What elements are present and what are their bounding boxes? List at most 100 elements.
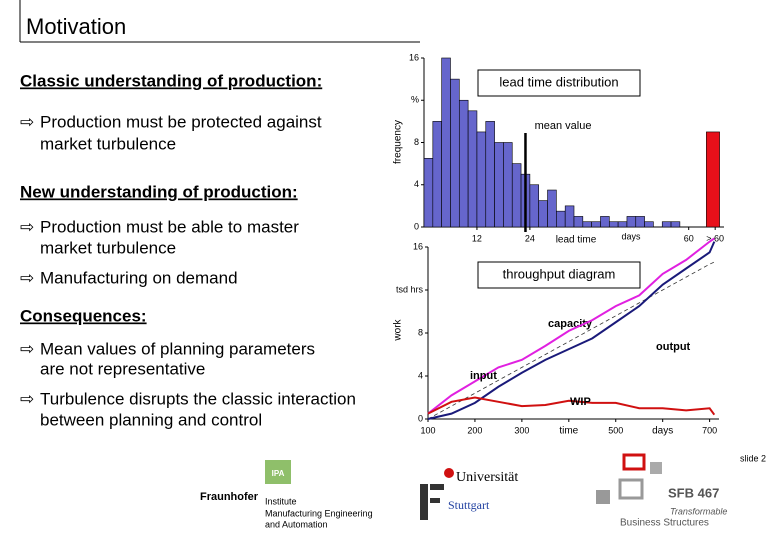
- y-tick-label: 16: [409, 52, 419, 62]
- histogram-bar: [547, 189, 557, 228]
- histogram-bar: [467, 110, 478, 228]
- bullet-text: between planning and control: [40, 410, 262, 429]
- slide-number: slide 2: [740, 453, 766, 463]
- histogram-bar: [608, 221, 619, 228]
- histogram-bar: [573, 216, 584, 228]
- sfb-logo: [622, 453, 646, 471]
- university: Universität: [456, 470, 518, 485]
- histogram-bar: [423, 158, 434, 228]
- bullet-arrow: ⇨: [20, 389, 34, 408]
- x-tick-label: time: [559, 426, 578, 437]
- bullet-arrow: ⇨: [20, 112, 34, 131]
- histogram-bar: [458, 99, 469, 228]
- y-tick-label: %: [411, 95, 419, 105]
- x-tick-label: 24: [525, 233, 535, 243]
- y-tick-label: 4: [414, 179, 419, 189]
- y-axis-label: frequency: [393, 120, 404, 164]
- series-line: [427, 396, 716, 416]
- bullet-text: Mean values of planning parameters: [40, 339, 315, 358]
- section-heading: Classic understanding of production:: [20, 71, 322, 90]
- fraunhofer: Fraunhofer: [200, 491, 259, 503]
- bullet-text: market turbulence: [40, 238, 176, 257]
- y-tick-label: 0: [418, 413, 423, 423]
- y-tick-label: 4: [418, 370, 423, 380]
- x-tick-label: 100: [420, 425, 435, 435]
- institute-line: and Automation: [265, 519, 328, 529]
- histogram-bar: [503, 142, 513, 228]
- overflow-bar: [706, 131, 720, 228]
- series-label: input: [470, 370, 497, 382]
- y-tick-label: 8: [418, 327, 423, 337]
- chart-title: throughput diagram: [503, 266, 616, 281]
- x-tick-label: 300: [514, 425, 529, 435]
- histogram-bar: [670, 221, 681, 228]
- chart-title-box: [477, 69, 641, 97]
- y-axis-label: work: [393, 318, 404, 341]
- series-line: [427, 241, 716, 420]
- uni-dot: [444, 468, 454, 478]
- bullet-text: Turbulence disrupts the classic interact…: [40, 389, 356, 408]
- ipa-logo: [265, 460, 291, 484]
- x-tick-label: 200: [467, 425, 482, 435]
- histogram-bar: [485, 121, 495, 228]
- mean-label: mean value: [535, 120, 592, 132]
- institute-line: Institute: [265, 496, 297, 506]
- bullet-arrow: ⇨: [20, 217, 34, 236]
- histogram-bar: [644, 221, 654, 228]
- y-tick-label: tsd hrs: [396, 284, 424, 294]
- iff-logo: [430, 498, 440, 503]
- chart-title-box: [477, 261, 641, 289]
- histogram-bar: [600, 216, 610, 228]
- x-tick-label: days: [652, 426, 673, 437]
- institute-line: Manufacturing Engineering: [265, 508, 373, 518]
- histogram-bar: [476, 131, 487, 228]
- series-label: output: [656, 341, 691, 353]
- histogram-bar: [538, 200, 548, 228]
- histogram-bar: [661, 221, 672, 228]
- section-heading: New understanding of production:: [20, 182, 298, 201]
- iff-logo: [420, 484, 428, 520]
- series-line: [427, 237, 715, 415]
- chart-title: lead time distribution: [499, 74, 618, 89]
- x-tick-label: 500: [608, 425, 623, 435]
- series-line: [427, 261, 715, 420]
- city: Stuttgart: [448, 498, 490, 512]
- x-tick-label: 60: [684, 233, 694, 243]
- bullet-text: Production must be able to master: [40, 217, 299, 236]
- section-heading: Consequences:: [20, 306, 147, 325]
- x-axis-label: lead time: [556, 235, 597, 246]
- histogram-bar: [432, 121, 442, 228]
- sfb-sub: Transformable: [670, 506, 727, 516]
- histogram-bar: [441, 57, 451, 228]
- histogram-bar: [511, 163, 522, 228]
- x-tick-label: 12: [472, 233, 482, 243]
- histogram-bar: [450, 78, 460, 228]
- bullet-arrow: ⇨: [20, 268, 34, 287]
- sfb-sub: Business Structures: [620, 518, 709, 529]
- y-tick-label: 0: [414, 221, 419, 231]
- series-label: capacity: [548, 318, 593, 330]
- histogram-bar: [617, 221, 628, 228]
- x-axis-unit: days: [621, 231, 641, 241]
- sfb-logo: [618, 478, 644, 500]
- x-tick-label: > 60: [706, 233, 724, 243]
- sfb: SFB 467: [668, 485, 719, 500]
- ipa-text: IPA: [272, 469, 285, 478]
- sfb-logo: [596, 490, 610, 504]
- histogram-bar: [626, 216, 637, 228]
- bullet-arrow: ⇨: [20, 339, 34, 358]
- x-tick-label: 700: [702, 425, 717, 435]
- histogram-bar: [556, 210, 566, 228]
- histogram-bar: [582, 221, 592, 228]
- sfb-logo: [650, 462, 662, 474]
- series-label: WIP: [570, 396, 591, 408]
- bullet-text: are not representative: [40, 359, 205, 378]
- histogram-bar: [494, 142, 504, 228]
- bullet-text: Production must be protected against: [40, 112, 322, 131]
- iff-logo: [430, 484, 444, 490]
- bullet-text: Manufacturing on demand: [40, 268, 238, 287]
- histogram-bar: [591, 221, 601, 228]
- slide-title: Motivation: [26, 14, 126, 39]
- y-tick-label: 8: [414, 137, 419, 147]
